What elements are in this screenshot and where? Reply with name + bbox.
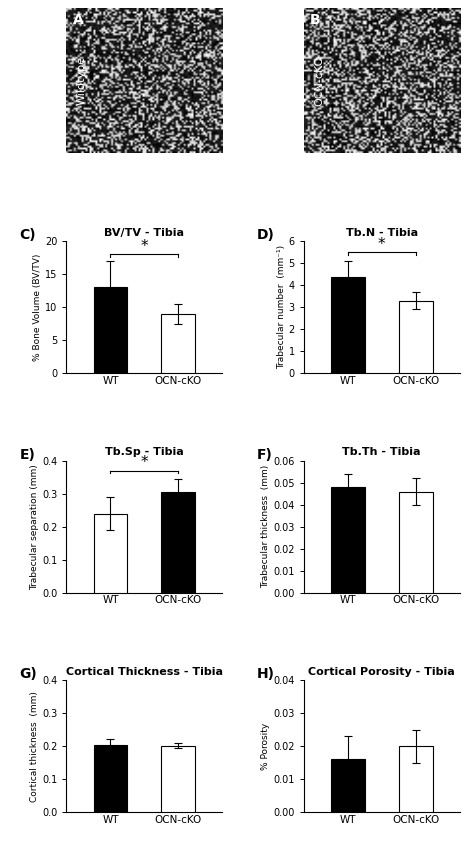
Bar [399, 300, 433, 373]
Text: B: B [310, 13, 320, 27]
Bar [399, 492, 433, 592]
Y-axis label: % Bone Volume (BV/TV): % Bone Volume (BV/TV) [33, 254, 42, 360]
Title: Tb.N - Tibia: Tb.N - Tibia [346, 228, 418, 238]
Title: Tb.Sp - Tibia: Tb.Sp - Tibia [105, 448, 184, 457]
Bar [93, 744, 128, 812]
Text: A: A [73, 13, 83, 27]
Bar [331, 277, 365, 373]
Bar [161, 745, 195, 812]
Text: *: * [141, 455, 148, 470]
Y-axis label: Trabecular thickness  (mm): Trabecular thickness (mm) [261, 465, 270, 588]
Y-axis label: % Porosity: % Porosity [261, 722, 270, 770]
Title: Cortical Thickness - Tibia: Cortical Thickness - Tibia [66, 667, 223, 677]
Y-axis label: Trabecular separation (mm): Trabecular separation (mm) [30, 464, 39, 590]
Y-axis label: Cortical thickness  (mm): Cortical thickness (mm) [30, 691, 39, 802]
Title: BV/TV - Tibia: BV/TV - Tibia [104, 228, 184, 238]
Bar [93, 288, 128, 373]
Y-axis label: Trabecular number  (mm⁻¹): Trabecular number (mm⁻¹) [277, 245, 286, 369]
Text: *: * [141, 239, 148, 254]
Text: D): D) [257, 228, 275, 242]
Text: F): F) [257, 448, 273, 462]
Bar [161, 314, 195, 373]
Bar [331, 760, 365, 812]
Text: H): H) [257, 667, 275, 681]
Bar [331, 487, 365, 592]
Title: Tb.Th - Tibia: Tb.Th - Tibia [343, 448, 421, 457]
Text: E): E) [19, 448, 36, 462]
Bar [161, 492, 195, 592]
Bar [399, 746, 433, 812]
Title: Cortical Porosity - Tibia: Cortical Porosity - Tibia [309, 667, 455, 677]
Text: OCN-cKO: OCN-cKO [314, 56, 324, 106]
Text: C): C) [19, 228, 36, 242]
Text: Wildtype: Wildtype [77, 57, 87, 106]
Text: *: * [378, 237, 385, 251]
Text: G): G) [19, 667, 37, 681]
Bar [93, 514, 128, 592]
